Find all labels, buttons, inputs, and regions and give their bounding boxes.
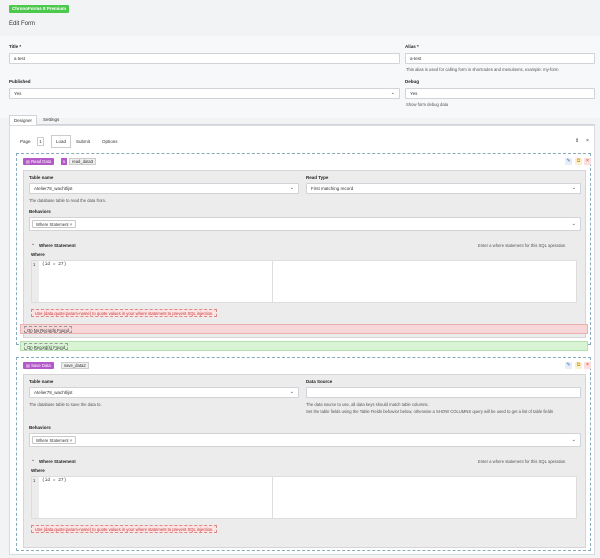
delete-icon[interactable]: × bbox=[584, 158, 591, 165]
tab-submit[interactable]: Submit bbox=[76, 139, 91, 144]
read-type-label: Read Type bbox=[306, 175, 329, 180]
chevron-down-icon: ⌄ bbox=[289, 185, 294, 191]
table-name-hint: The database table to save the data to. bbox=[29, 402, 102, 407]
close-page-icon[interactable]: × bbox=[586, 138, 589, 144]
read-data-block: ▤ Read Data 5 read_data3 ✎ ⧉ × Table nam… bbox=[16, 153, 591, 345]
debug-label: Debug bbox=[405, 79, 419, 84]
debug-value: Yes bbox=[410, 91, 418, 96]
published-select[interactable]: Yes ⌄ bbox=[9, 88, 400, 99]
table-name-value: Atelier78_wachtlijst bbox=[34, 390, 73, 395]
title-input[interactable]: a test bbox=[9, 53, 400, 64]
where-label: Where bbox=[31, 468, 45, 473]
where-label: Where bbox=[31, 252, 45, 257]
chevron-down-icon: ⌄ bbox=[571, 185, 576, 191]
remove-icon[interactable]: × bbox=[69, 438, 73, 443]
page-number[interactable]: 1 bbox=[37, 137, 44, 146]
table-name-hint: The database table to read the data from… bbox=[29, 198, 107, 203]
where-editor[interactable]: 1 (id = 27) bbox=[31, 260, 577, 303]
chevron-down-icon: ⌄ bbox=[571, 437, 576, 443]
read-type-select[interactable]: First matching record ⌄ bbox=[306, 183, 581, 194]
tab-options[interactable]: Options bbox=[102, 139, 118, 144]
read-data-tag-label: Read Data bbox=[31, 159, 52, 164]
where-code: (id = 27) bbox=[42, 262, 67, 267]
duplicate-icon[interactable]: ⧉ bbox=[575, 362, 582, 369]
page-title: Edit Form bbox=[9, 21, 36, 27]
where-editor[interactable]: 1 (id = 27) bbox=[31, 476, 577, 519]
sql-injection-note: Use {data.quote:param-name} to quote val… bbox=[31, 309, 218, 317]
tab-settings[interactable]: Settings bbox=[43, 117, 60, 122]
data-source-label: Data Source bbox=[306, 379, 333, 384]
published-label: Published bbox=[9, 79, 31, 84]
remove-icon[interactable]: × bbox=[69, 222, 73, 227]
read-data-count: 5 bbox=[61, 158, 67, 165]
title-label: Title * bbox=[9, 44, 22, 49]
designer-panel: Page 1 Load Submit Options ⇕ × ▤ Read Da… bbox=[9, 125, 595, 555]
published-value: Yes bbox=[14, 91, 22, 96]
sort-icon[interactable]: ⇕ bbox=[575, 138, 580, 144]
table-name-label: Table name bbox=[29, 379, 54, 384]
database-icon: ▤ bbox=[26, 159, 32, 164]
where-statement-title: Where Statement bbox=[39, 243, 76, 248]
where-statement-hint: Enter a where statement for this SQL ope… bbox=[478, 243, 566, 248]
behaviors-select[interactable]: Where Statement × ⌄ bbox=[29, 217, 581, 231]
save-data-block: ▤ Save Data save_data2 ✎ ⧉ × Table name … bbox=[16, 357, 591, 551]
database-icon: ▤ bbox=[26, 363, 32, 368]
form-settings: Title * a test Alias * a-test This alias… bbox=[0, 36, 600, 118]
behavior-chip: Where Statement × bbox=[32, 220, 77, 228]
data-source-hint: The data source to use, all data keys sh… bbox=[306, 402, 429, 407]
sql-injection-note: Use {data.quote:param-name} to quote val… bbox=[31, 525, 218, 533]
behavior-chip-label: Where Statement bbox=[36, 438, 69, 443]
save-data-name[interactable]: save_data2 bbox=[61, 362, 89, 369]
event-no-records: On No Records Found bbox=[20, 324, 588, 334]
behaviors-select[interactable]: Where Statement × ⌄ bbox=[29, 433, 581, 447]
line-number: 1 bbox=[33, 262, 36, 267]
save-data-tag-label: Save Data bbox=[31, 363, 51, 368]
main-tabs: Designer Settings bbox=[9, 115, 595, 125]
where-statement-section: ⌄ Where Statement Enter a where statemen… bbox=[29, 237, 581, 333]
data-source-input[interactable] bbox=[306, 387, 581, 398]
event-records: On Record(s) Found bbox=[20, 341, 588, 351]
save-data-tag[interactable]: ▤ Save Data bbox=[23, 362, 54, 369]
delete-icon[interactable]: × bbox=[584, 362, 591, 369]
duplicate-icon[interactable]: ⧉ bbox=[575, 158, 582, 165]
alias-label: Alias * bbox=[405, 44, 419, 49]
chevron-down-icon: ⌄ bbox=[289, 389, 294, 395]
chevron-down-icon[interactable]: ⌄ bbox=[31, 457, 36, 463]
page-label: Page bbox=[20, 139, 31, 144]
premium-badge: ChronoForms 8 Premium bbox=[9, 5, 70, 13]
where-statement-section: ⌄ Where Statement Enter a where statemen… bbox=[29, 453, 581, 545]
tab-load[interactable]: Load bbox=[51, 135, 71, 148]
behavior-chip: Where Statement × bbox=[32, 436, 77, 444]
data-source-hint-2: Set the table fields using the Table Fie… bbox=[306, 409, 554, 414]
behaviors-label: Behaviors bbox=[29, 209, 51, 214]
table-name-select[interactable]: Atelier78_wachtlijst ⌄ bbox=[29, 183, 299, 194]
chevron-down-icon[interactable]: ⌄ bbox=[31, 241, 36, 247]
behaviors-label: Behaviors bbox=[29, 425, 51, 430]
where-statement-title: Where Statement bbox=[39, 459, 76, 464]
chevron-down-icon: ⌄ bbox=[390, 90, 395, 96]
alias-input[interactable]: a-test bbox=[405, 53, 595, 64]
table-name-select[interactable]: Atelier78_wachtlijst ⌄ bbox=[29, 387, 299, 398]
chevron-down-icon: ⌄ bbox=[571, 221, 576, 227]
tab-designer[interactable]: Designer bbox=[9, 115, 38, 125]
event-records-tag[interactable]: On Record(s) Found bbox=[24, 343, 69, 350]
read-data-settings: Table name Atelier78_wachtlijst ⌄ The da… bbox=[23, 170, 586, 338]
read-type-value: First matching record bbox=[311, 186, 354, 191]
alias-hint: This alias is used for calling form in s… bbox=[406, 67, 559, 72]
read-data-tag[interactable]: ▤ Read Data bbox=[23, 158, 55, 165]
event-no-records-tag[interactable]: On No Records Found bbox=[24, 326, 72, 333]
edit-icon[interactable]: ✎ bbox=[565, 158, 572, 165]
debug-hint: Show form debug data bbox=[406, 102, 449, 107]
table-name-label: Table name bbox=[29, 175, 54, 180]
save-data-settings: Table name Atelier78_wachtlijst ⌄ The da… bbox=[23, 374, 586, 548]
edit-icon[interactable]: ✎ bbox=[565, 362, 572, 369]
debug-select[interactable]: Yes bbox=[405, 88, 595, 99]
behavior-chip-label: Where Statement bbox=[36, 222, 69, 227]
read-data-name[interactable]: read_data3 bbox=[69, 158, 97, 165]
where-code: (id = 27) bbox=[42, 478, 67, 483]
where-statement-hint: Enter a where statement for this SQL ope… bbox=[478, 459, 566, 464]
line-number: 1 bbox=[33, 478, 36, 483]
table-name-value: Atelier78_wachtlijst bbox=[34, 186, 73, 191]
